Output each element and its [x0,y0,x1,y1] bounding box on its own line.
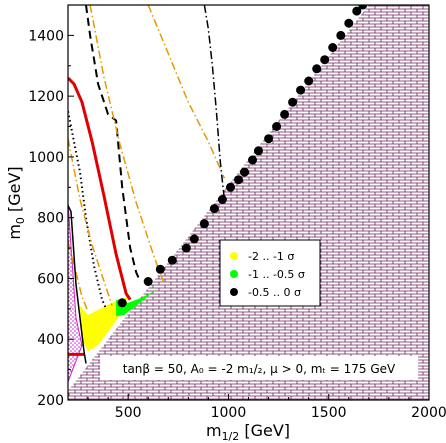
data-point [226,182,235,192]
data-point [199,219,209,229]
green-region [116,287,159,317]
legend-label: -2 .. -1 σ [248,250,294,263]
contour-curves [68,5,226,364]
data-point [217,195,227,204]
data-point [312,64,322,74]
data-point [155,264,165,274]
data-point [209,204,219,214]
excluded-region [68,5,429,400]
data-point [320,55,330,65]
plot-area [68,5,429,400]
y-axis: 200 400 600 800 1000 1200 1400 [28,28,74,409]
x-tick-label: 2000 [411,405,446,421]
contour-curve-4 [203,5,226,200]
annotation-text: tanβ = 50, A₀ = -2 m₁/₂, μ > 0, mₜ = 175… [123,362,396,376]
data-point [296,85,306,95]
y-tick-label: 1000 [28,150,64,166]
y-tick-label: 1400 [28,28,64,44]
data-point [167,255,177,265]
data-point [189,234,199,244]
data-point [304,76,314,86]
legend-label: -0.5 .. 0 σ [248,286,301,299]
legend-marker [230,270,238,278]
x-axis: 500 1000 1500 2000 [87,394,446,421]
data-point [240,167,249,177]
legend-marker [230,252,238,260]
data-point [344,18,354,28]
x-tick-label: 1000 [211,405,247,421]
x-tick-label: 1500 [311,405,347,421]
data-point [272,122,282,131]
legend-marker [230,288,238,296]
x-axis-title: m1/2 [GeV] [206,421,290,443]
contour-curve-9 [68,205,87,364]
y-tick-label: 400 [37,332,64,348]
y-tick-label: 800 [37,211,64,227]
y-tick-label: 1200 [28,89,64,105]
contour-curve-2 [85,5,142,282]
annotation-box [100,356,418,380]
data-point [288,97,298,107]
data-point [117,298,127,308]
y-axis-title: m0 [GeV] [5,166,27,239]
data-point [264,134,274,144]
y-tick-label: 600 [37,271,64,287]
black-points [117,5,368,308]
contour-curve-0 [68,76,132,301]
data-point [280,109,290,119]
legend-label: -1 .. -0.5 σ [248,268,305,281]
data-point [254,146,263,156]
x-tick-label: 500 [115,405,142,421]
data-point [358,5,368,10]
parameter-annotation: tanβ = 50, A₀ = -2 m₁/₂, μ > 0, mₜ = 175… [100,356,418,380]
data-point [328,43,338,52]
magenta-region [68,202,83,382]
contour-curve-5 [89,5,166,285]
contour-curve-8 [68,241,89,313]
data-point [181,243,191,253]
contour-curve-6 [68,138,113,307]
data-point [143,277,153,286]
data-point [234,175,243,185]
data-point [352,6,362,16]
data-point [336,30,346,40]
contour-curve-7 [147,5,226,179]
y-tick-label: 200 [37,393,64,409]
data-point [248,155,257,165]
legend: -2 .. -1 σ -1 .. -0.5 σ -0.5 .. 0 σ [219,239,321,307]
